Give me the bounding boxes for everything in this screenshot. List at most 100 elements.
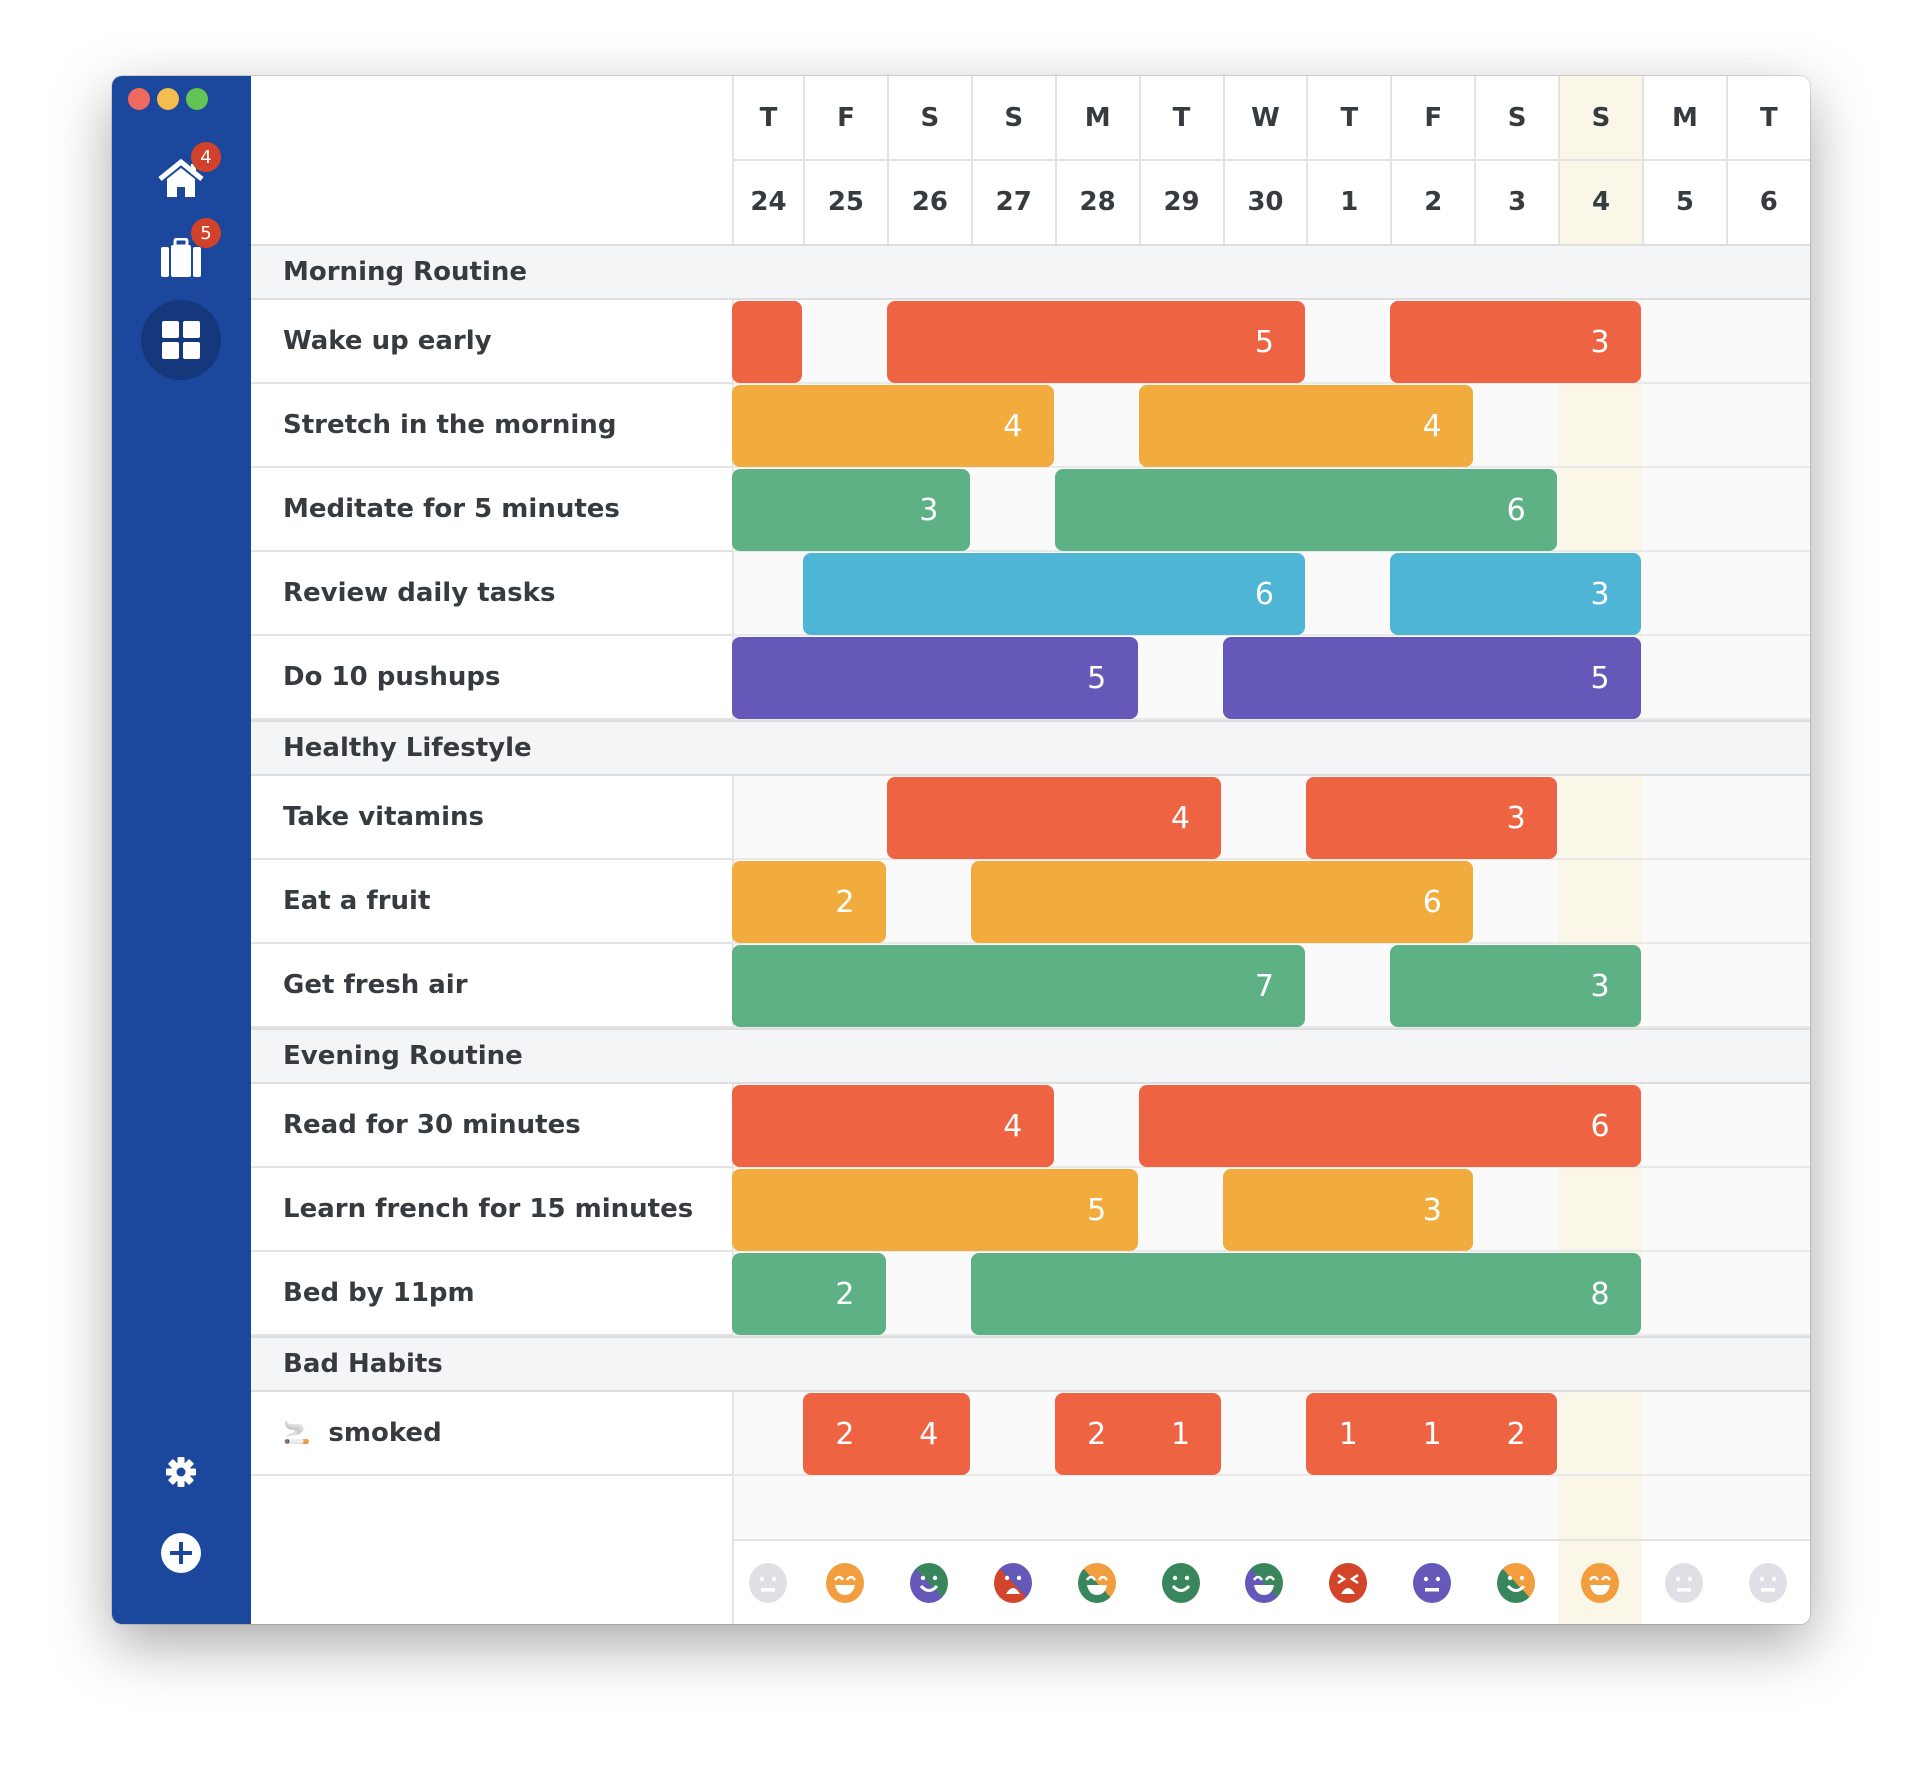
- streak-bar[interactable]: 2: [732, 1253, 886, 1335]
- streak-bar[interactable]: 3: [1390, 301, 1641, 383]
- habit-label[interactable]: Take vitamins: [251, 776, 732, 860]
- habit-label[interactable]: Review daily tasks: [251, 552, 732, 636]
- habit-label[interactable]: Do 10 pushups: [251, 636, 732, 720]
- streak-bar[interactable]: 3: [1390, 945, 1641, 1027]
- mood-angry-icon[interactable]: [1306, 1541, 1390, 1624]
- streak-bar[interactable]: 2: [732, 861, 886, 943]
- streak-bar[interactable]: 6: [1054, 469, 1558, 551]
- habit-label[interactable]: Wake up early: [251, 300, 732, 384]
- mood-smile-icon[interactable]: [887, 1541, 971, 1624]
- streak-bar[interactable]: 5: [732, 1169, 1138, 1251]
- mood-grin-icon[interactable]: [1055, 1541, 1139, 1624]
- day-date[interactable]: 29: [1138, 160, 1223, 244]
- day-date[interactable]: 25: [803, 160, 887, 244]
- habit-label[interactable]: Read for 30 minutes: [251, 1084, 732, 1168]
- day-letter: T: [732, 76, 803, 160]
- habit-label[interactable]: 🚬 smoked: [251, 1392, 732, 1476]
- day-date[interactable]: 30: [1222, 160, 1307, 244]
- day-date[interactable]: 27: [970, 160, 1055, 244]
- minimize-window-button[interactable]: [157, 88, 179, 110]
- streak-bar[interactable]: 3: [1222, 1169, 1474, 1251]
- habit-name: Meditate for 5 minutes: [283, 494, 620, 524]
- mood-neutral-icon[interactable]: [1390, 1541, 1474, 1624]
- streak-bar[interactable]: 5: [1222, 637, 1641, 719]
- mood-smile-icon[interactable]: [1139, 1541, 1223, 1624]
- streak-bar[interactable]: 4: [732, 385, 1054, 467]
- close-window-button[interactable]: [128, 88, 150, 110]
- mood-days: [732, 1541, 1810, 1624]
- sidebar-item-home[interactable]: 4: [151, 142, 221, 204]
- day-date[interactable]: 3: [1474, 160, 1558, 244]
- day-date[interactable]: 2: [1390, 160, 1474, 244]
- mood-row: [251, 1541, 1810, 1624]
- day-date[interactable]: 4: [1558, 160, 1642, 244]
- mood-grin-icon[interactable]: [1558, 1541, 1642, 1624]
- streak-bar[interactable]: 6: [970, 861, 1474, 943]
- mood-sad-icon[interactable]: [971, 1541, 1055, 1624]
- habit-name: Eat a fruit: [283, 886, 431, 916]
- streak-bar[interactable]: 1 1 2: [1306, 1393, 1558, 1475]
- streak-length: 5: [1087, 1192, 1107, 1228]
- day-date[interactable]: 1: [1306, 160, 1390, 244]
- streak-bar[interactable]: 3: [1390, 553, 1641, 635]
- streak-bar[interactable]: 8: [970, 1253, 1641, 1335]
- habit-label[interactable]: Bed by 11pm: [251, 1252, 732, 1336]
- zoom-window-button[interactable]: [186, 88, 208, 110]
- streak-length: 5: [1254, 324, 1274, 360]
- day-count: 1: [1422, 1416, 1442, 1452]
- day-letter: T: [1138, 76, 1223, 160]
- streak-bar[interactable]: 4: [1138, 385, 1474, 467]
- habit-row: Bed by 11pm 2 8: [251, 1252, 1810, 1336]
- mood-neutral-icon[interactable]: [1642, 1541, 1726, 1624]
- empty-row: [251, 1476, 1810, 1541]
- streak-bar[interactable]: 5: [732, 637, 1138, 719]
- habit-label[interactable]: Eat a fruit: [251, 860, 732, 944]
- streak-bar[interactable]: 4: [886, 777, 1222, 859]
- streak-length: 3: [1590, 968, 1610, 1004]
- streak-bar[interactable]: [732, 301, 802, 383]
- day-date[interactable]: 24: [732, 160, 803, 244]
- day-count: 2: [1087, 1416, 1107, 1452]
- streak-bar[interactable]: 3: [732, 469, 970, 551]
- sidebar-item-dashboard[interactable]: [141, 300, 221, 380]
- habit-label[interactable]: Stretch in the morning: [251, 384, 732, 468]
- streak-bar[interactable]: 5: [886, 301, 1306, 383]
- streak-bar[interactable]: 6: [803, 553, 1306, 635]
- habit-label[interactable]: Get fresh air: [251, 944, 732, 1028]
- day-date[interactable]: 28: [1054, 160, 1139, 244]
- habit-label[interactable]: Meditate for 5 minutes: [251, 468, 732, 552]
- streak-length: 3: [1590, 576, 1610, 612]
- mood-smile-icon[interactable]: [1474, 1541, 1558, 1624]
- streak-bar[interactable]: 4: [732, 1085, 1054, 1167]
- mood-grin-icon[interactable]: [803, 1541, 887, 1624]
- habit-label[interactable]: Learn french for 15 minutes: [251, 1168, 732, 1252]
- mood-neutral-icon[interactable]: [732, 1541, 803, 1624]
- mood-neutral-icon[interactable]: [1726, 1541, 1810, 1624]
- add-habit-button[interactable]: [159, 1531, 203, 1575]
- home-icon: [158, 159, 204, 197]
- streak-bar[interactable]: 3: [1306, 777, 1558, 859]
- sidebar-item-suitcase[interactable]: 5: [151, 218, 221, 284]
- settings-button[interactable]: [161, 1452, 201, 1492]
- day-date[interactable]: 6: [1725, 160, 1810, 244]
- streak-bar[interactable]: 7: [732, 945, 1306, 1027]
- mood-grin-icon[interactable]: [1223, 1541, 1307, 1624]
- streak-bar[interactable]: 6: [1138, 1085, 1641, 1167]
- day-date[interactable]: 26: [886, 160, 971, 244]
- day-letter: W: [1222, 76, 1307, 160]
- day-date[interactable]: 5: [1642, 160, 1726, 244]
